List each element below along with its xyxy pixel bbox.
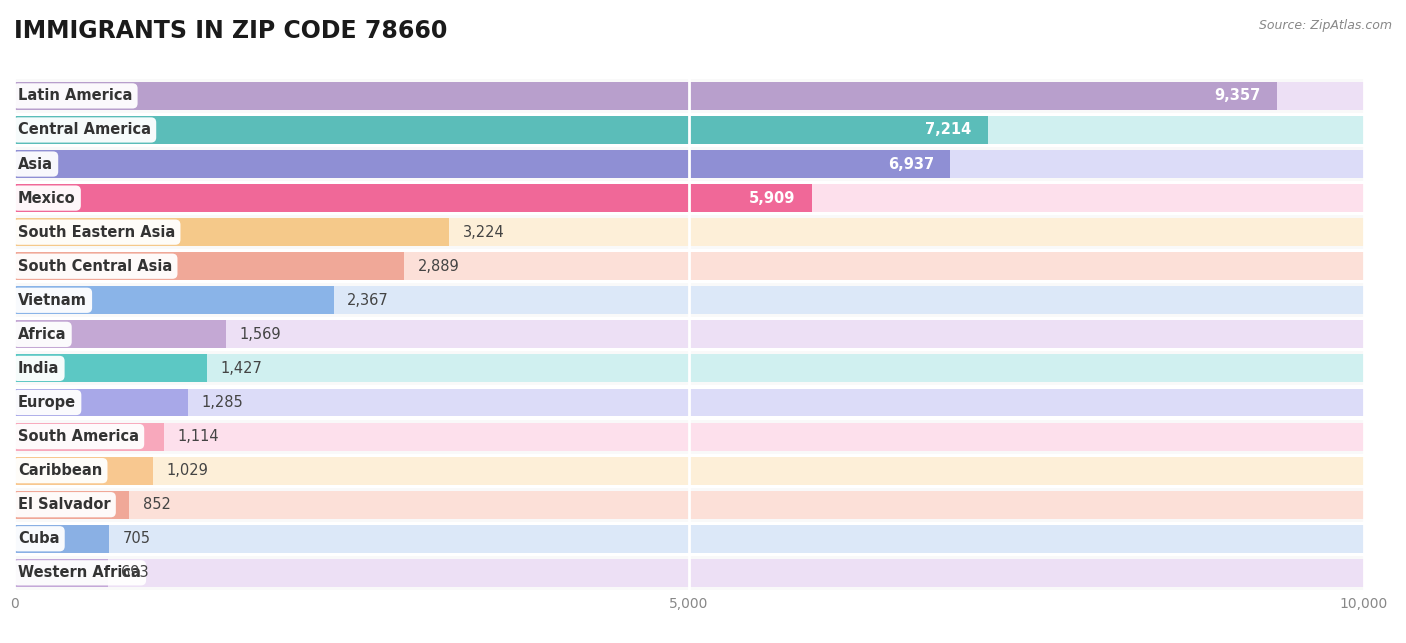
Bar bbox=[14, 525, 1364, 553]
Text: 7,214: 7,214 bbox=[925, 122, 972, 138]
Bar bbox=[14, 422, 165, 451]
Bar bbox=[14, 150, 1364, 178]
Text: India: India bbox=[18, 361, 59, 376]
Bar bbox=[14, 284, 1364, 318]
Bar bbox=[14, 320, 226, 349]
Bar bbox=[14, 116, 988, 144]
Bar bbox=[14, 385, 1364, 419]
Bar bbox=[14, 113, 1364, 147]
Text: 5,909: 5,909 bbox=[749, 190, 796, 206]
Bar bbox=[14, 184, 811, 212]
Text: South Central Asia: South Central Asia bbox=[18, 258, 173, 274]
Text: 3,224: 3,224 bbox=[463, 224, 505, 240]
Bar bbox=[14, 491, 129, 519]
Bar bbox=[14, 419, 1364, 453]
Bar bbox=[14, 249, 1364, 284]
Bar bbox=[14, 521, 1364, 556]
Text: Asia: Asia bbox=[18, 156, 53, 172]
Bar bbox=[14, 525, 110, 553]
Bar bbox=[14, 388, 187, 417]
Bar bbox=[14, 453, 1364, 487]
Text: South Eastern Asia: South Eastern Asia bbox=[18, 224, 176, 240]
Text: Vietnam: Vietnam bbox=[18, 293, 87, 308]
Text: 6,937: 6,937 bbox=[889, 156, 934, 172]
Bar bbox=[14, 556, 1364, 590]
Bar bbox=[14, 252, 1364, 280]
Text: South America: South America bbox=[18, 429, 139, 444]
Text: Mexico: Mexico bbox=[18, 190, 76, 206]
Bar bbox=[14, 388, 1364, 417]
Text: Central America: Central America bbox=[18, 122, 150, 138]
Text: 1,029: 1,029 bbox=[166, 463, 208, 478]
Bar bbox=[14, 286, 1364, 314]
Text: Latin America: Latin America bbox=[18, 88, 132, 104]
Bar bbox=[14, 487, 1364, 521]
Bar bbox=[14, 286, 333, 314]
Bar bbox=[14, 354, 207, 383]
Text: Western Africa: Western Africa bbox=[18, 565, 141, 581]
Text: 1,427: 1,427 bbox=[221, 361, 262, 376]
Text: Africa: Africa bbox=[18, 327, 66, 342]
Text: 2,367: 2,367 bbox=[347, 293, 389, 308]
Bar bbox=[14, 351, 1364, 385]
Bar bbox=[14, 318, 1364, 351]
Bar bbox=[14, 184, 1364, 212]
Text: Europe: Europe bbox=[18, 395, 76, 410]
Bar bbox=[14, 215, 1364, 249]
Bar bbox=[14, 320, 1364, 349]
Bar bbox=[14, 181, 1364, 215]
Text: 1,569: 1,569 bbox=[239, 327, 281, 342]
Text: IMMIGRANTS IN ZIP CODE 78660: IMMIGRANTS IN ZIP CODE 78660 bbox=[14, 19, 447, 43]
Bar bbox=[14, 491, 1364, 519]
Text: 9,357: 9,357 bbox=[1215, 88, 1261, 104]
Text: 705: 705 bbox=[122, 531, 150, 547]
Bar bbox=[14, 457, 1364, 485]
Text: 1,285: 1,285 bbox=[201, 395, 243, 410]
Text: 852: 852 bbox=[142, 497, 170, 512]
Bar bbox=[14, 150, 950, 178]
Bar bbox=[14, 82, 1277, 110]
Bar bbox=[14, 354, 1364, 383]
Bar bbox=[14, 116, 1364, 144]
Text: Cuba: Cuba bbox=[18, 531, 59, 547]
Bar bbox=[14, 147, 1364, 181]
Text: Source: ZipAtlas.com: Source: ZipAtlas.com bbox=[1258, 19, 1392, 32]
Text: 1,114: 1,114 bbox=[179, 429, 219, 444]
Bar bbox=[14, 559, 108, 587]
Text: El Salvador: El Salvador bbox=[18, 497, 111, 512]
Bar bbox=[14, 457, 153, 485]
Text: 693: 693 bbox=[121, 565, 149, 581]
Bar bbox=[14, 252, 404, 280]
Bar bbox=[14, 422, 1364, 451]
Text: 2,889: 2,889 bbox=[418, 258, 460, 274]
Bar bbox=[14, 218, 450, 246]
Bar bbox=[14, 82, 1364, 110]
Bar bbox=[14, 559, 1364, 587]
Bar bbox=[14, 218, 1364, 246]
Bar bbox=[14, 79, 1364, 113]
Text: Caribbean: Caribbean bbox=[18, 463, 103, 478]
